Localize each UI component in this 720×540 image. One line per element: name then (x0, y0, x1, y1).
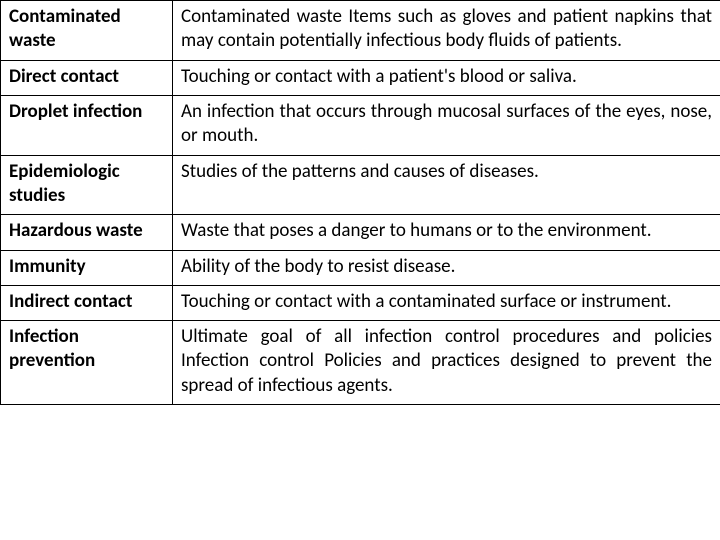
definition-cell: An infection that occurs through mucosal… (173, 95, 720, 155)
glossary-body: Contaminated waste Contaminated waste It… (1, 1, 720, 405)
definition-cell: Ability of the body to resist disease. (173, 250, 720, 285)
definition-cell: Waste that poses a danger to humans or t… (173, 215, 720, 250)
term-cell: Contaminated waste (1, 1, 173, 61)
term-cell: Epidemiologic studies (1, 155, 173, 215)
definition-cell: Touching or contact with a patient's blo… (173, 60, 720, 95)
definition-cell: Studies of the patterns and causes of di… (173, 155, 720, 215)
term-cell: Direct contact (1, 60, 173, 95)
term-cell: Droplet infection (1, 95, 173, 155)
table-row: Immunity Ability of the body to resist d… (1, 250, 720, 285)
term-cell: Indirect contact (1, 285, 173, 320)
definition-cell: Ultimate goal of all infection control p… (173, 321, 720, 405)
definition-cell: Contaminated waste Items such as gloves … (173, 1, 720, 61)
table-row: Droplet infection An infection that occu… (1, 95, 720, 155)
table-row: Hazardous waste Waste that poses a dange… (1, 215, 720, 250)
definition-cell: Touching or contact with a contaminated … (173, 285, 720, 320)
table-row: Contaminated waste Contaminated waste It… (1, 1, 720, 61)
term-cell: Infection prevention (1, 321, 173, 405)
term-cell: Hazardous waste (1, 215, 173, 250)
table-row: Indirect contact Touching or contact wit… (1, 285, 720, 320)
table-row: Direct contact Touching or contact with … (1, 60, 720, 95)
term-cell: Immunity (1, 250, 173, 285)
glossary-table: Contaminated waste Contaminated waste It… (0, 0, 720, 405)
table-row: Infection prevention Ultimate goal of al… (1, 321, 720, 405)
table-row: Epidemiologic studies Studies of the pat… (1, 155, 720, 215)
